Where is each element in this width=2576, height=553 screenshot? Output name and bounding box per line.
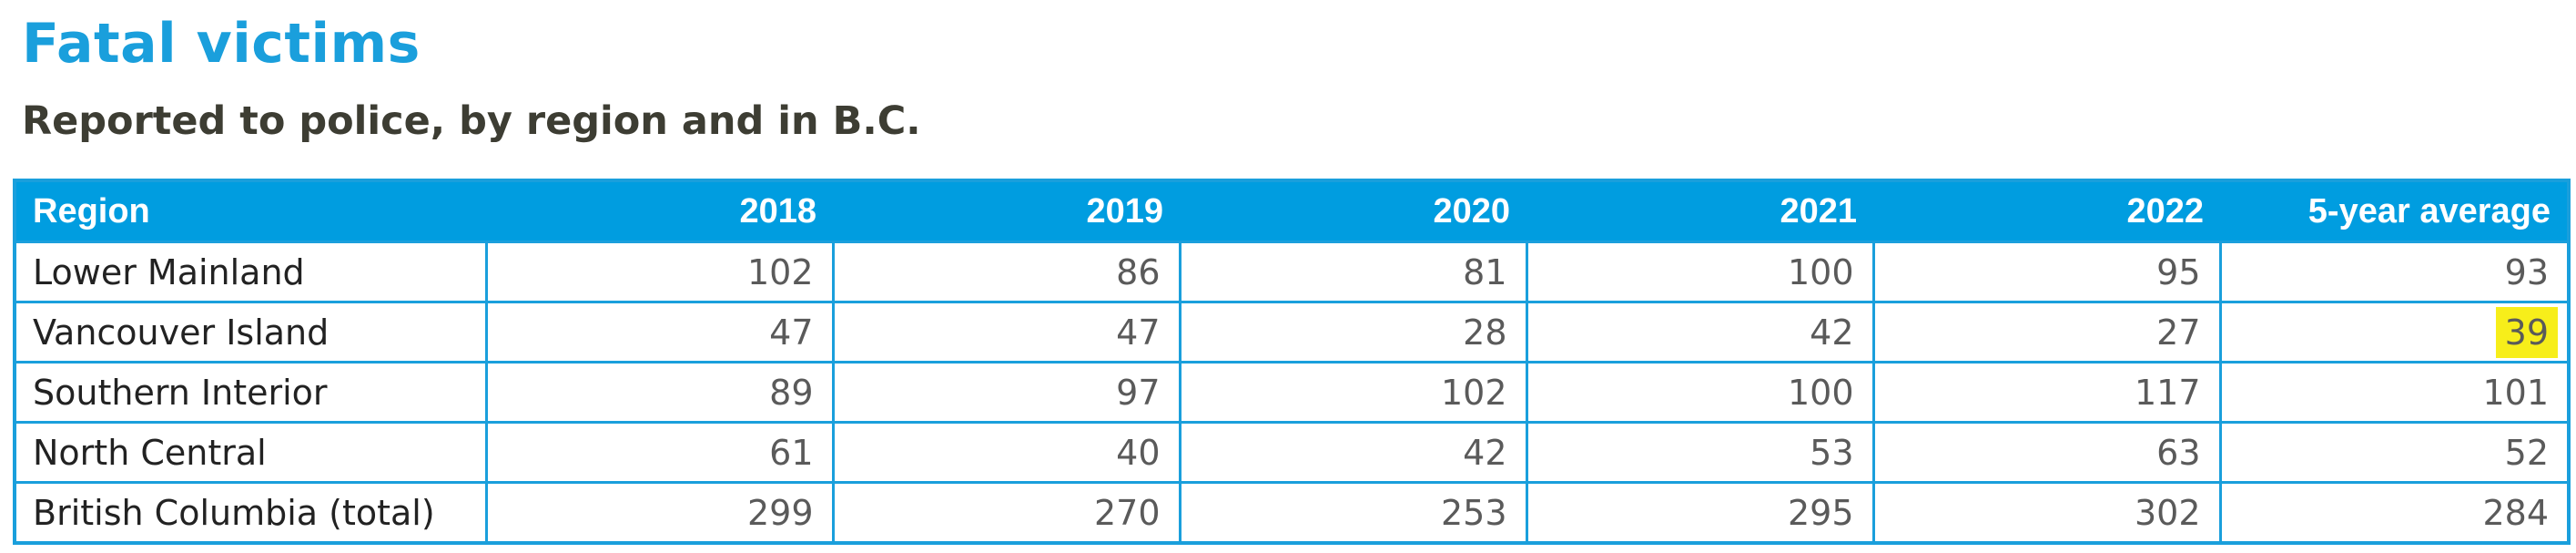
value-cell: 102 [1178,361,1528,424]
value-cell: 295 [1525,481,1875,545]
column-header-2022: 2022 [1873,180,2220,242]
table-row: Vancouver Island 47 47 28 42 27 39 [13,301,2571,364]
value-cell: 302 [1871,481,2222,545]
column-header-2018: 2018 [486,180,833,242]
value-cell: 97 [831,361,1182,424]
value-cell: 253 [1178,481,1528,545]
value-cell: 63 [1871,421,2222,484]
region-cell: Southern Interior [13,361,488,424]
table-header-row: Region 2018 2019 2020 2021 2022 5-year a… [15,180,2569,242]
region-cell: North Central [13,421,488,484]
column-header-5-year-average: 5-year average [2220,180,2569,242]
value-cell: 89 [484,361,835,424]
value-cell: 270 [831,481,1182,545]
value-cell: 27 [1871,301,2222,364]
value-cell: 86 [831,241,1182,303]
page-subtitle: Reported to police, by region and in B.C… [22,98,921,144]
region-cell: Lower Mainland [13,241,488,303]
table-row-total: British Columbia (total) 299 270 253 295… [13,481,2571,545]
column-header-2021: 2021 [1526,180,1873,242]
value-cell: 299 [484,481,835,545]
column-header-2020: 2020 [1180,180,1526,242]
fatal-victims-table: Region 2018 2019 2020 2021 2022 5-year a… [13,179,2571,545]
value-cell: 100 [1525,241,1875,303]
value-cell: 100 [1525,361,1875,424]
table-row: Southern Interior 89 97 102 100 117 101 [13,361,2571,424]
table-row: Lower Mainland 102 86 81 100 95 93 [13,241,2571,303]
average-cell: 52 [2218,421,2571,484]
value-cell: 95 [1871,241,2222,303]
average-cell: 101 [2218,361,2571,424]
value-cell: 102 [484,241,835,303]
region-cell: British Columbia (total) [13,481,488,545]
highlighted-value: 39 [2495,306,2558,358]
value-cell: 61 [484,421,835,484]
value-cell: 40 [831,421,1182,484]
table-row: North Central 61 40 42 53 63 52 [13,421,2571,484]
value-cell: 28 [1178,301,1528,364]
value-cell: 47 [484,301,835,364]
value-cell: 117 [1871,361,2222,424]
value-cell: 53 [1525,421,1875,484]
average-cell: 39 [2218,301,2571,364]
average-cell: 284 [2218,481,2571,545]
column-header-2019: 2019 [833,180,1180,242]
average-cell: 93 [2218,241,2571,303]
page-title: Fatal victims [22,12,421,76]
value-cell: 81 [1178,241,1528,303]
value-cell: 47 [831,301,1182,364]
column-header-region: Region [15,180,486,242]
region-cell: Vancouver Island [13,301,488,364]
value-cell: 42 [1525,301,1875,364]
value-cell: 42 [1178,421,1528,484]
